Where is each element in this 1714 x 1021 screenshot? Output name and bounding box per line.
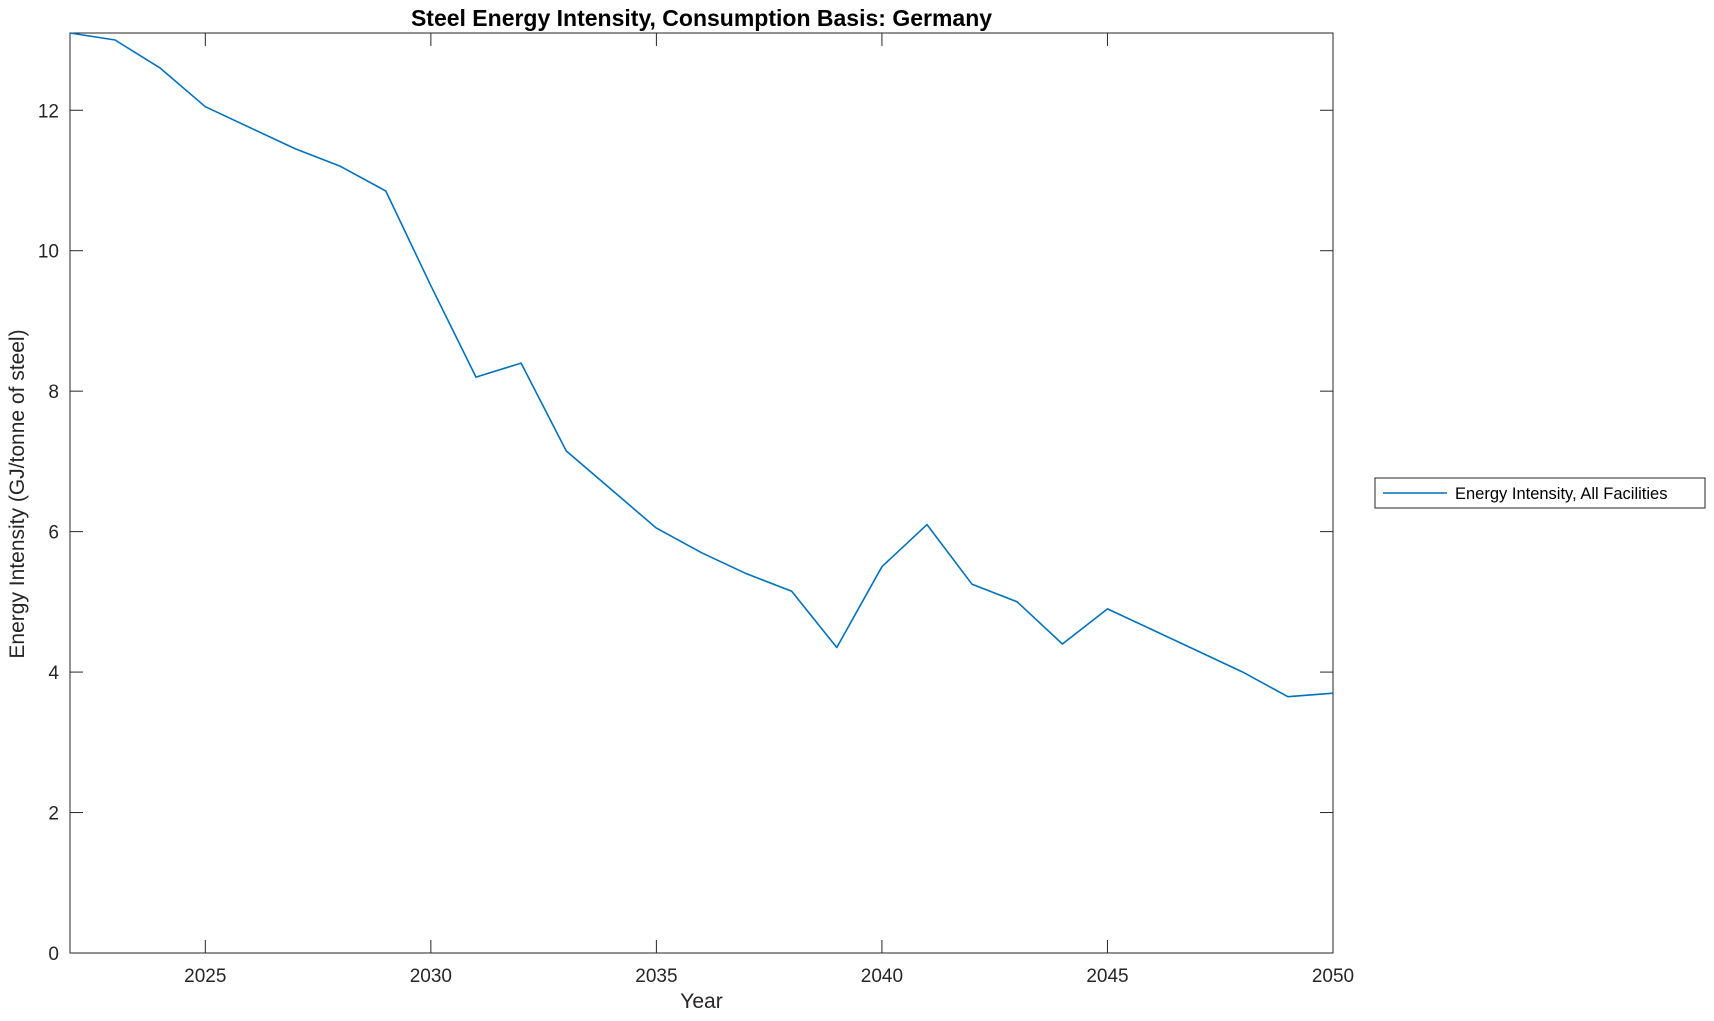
y-tick-label: 0 (48, 944, 59, 965)
y-tick-label: 4 (48, 663, 59, 684)
x-tick-label: 2045 (1086, 966, 1128, 987)
x-tick-label: 2050 (1312, 966, 1354, 987)
y-axis-label: Energy Intensity (GJ/tonne of steel) (6, 329, 29, 658)
axes-box (69, 32, 1334, 954)
x-tick-label: 2030 (410, 966, 452, 987)
legend-label: Energy Intensity, All Facilities (1455, 485, 1667, 503)
y-tick-label: 8 (48, 382, 59, 403)
legend: Energy Intensity, All Facilities (1374, 477, 1706, 509)
x-tick-label: 2040 (861, 966, 903, 987)
x-tick-label: 2025 (184, 966, 226, 987)
y-tick-label: 12 (38, 101, 59, 122)
y-tick-label: 6 (48, 523, 59, 544)
x-axis-label: Year (680, 990, 722, 1013)
y-tick-label: 2 (48, 804, 59, 825)
plot-area: 2025 2030 2035 2040 2045 2050 0 2 4 6 8 10 12 (38, 32, 1354, 987)
data-line-energy-intensity (69, 32, 1334, 698)
y-tick-label: 10 (38, 242, 59, 263)
chart-title: Steel Energy Intensity, Consumption Basi… (411, 5, 992, 31)
x-tick-label: 2035 (635, 966, 677, 987)
